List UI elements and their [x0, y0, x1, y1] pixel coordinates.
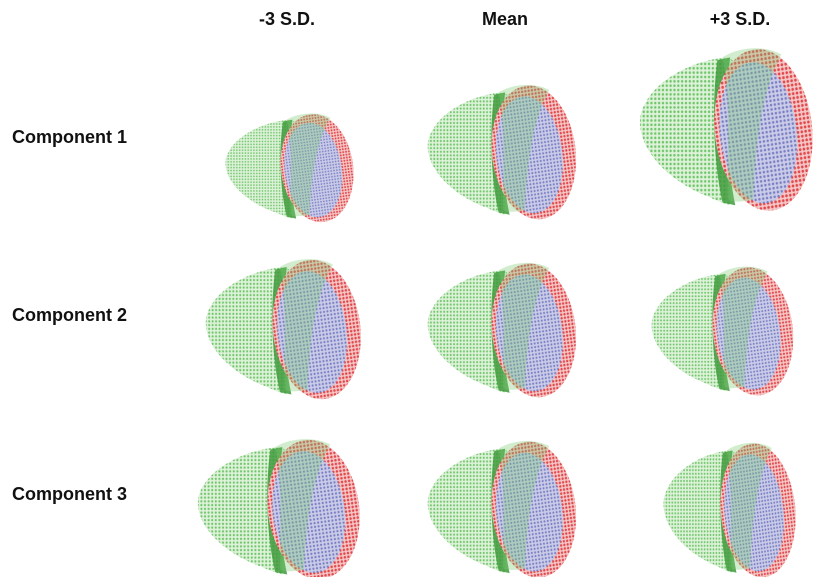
row-label: Component 1 — [12, 127, 127, 147]
heart-shape — [428, 80, 584, 226]
heart-shape — [664, 438, 803, 577]
heart-shape — [206, 254, 369, 406]
row-label: Component 3 — [12, 484, 127, 504]
heart-shape — [225, 109, 360, 227]
figure: -3 S.D. Mean +3 S.D. Component 1 Compone… — [0, 0, 817, 577]
column-header: -3 S.D. — [259, 9, 315, 29]
heart-shape — [640, 42, 817, 218]
column-header: +3 S.D. — [710, 9, 771, 29]
heart-shape — [652, 261, 801, 401]
column-header: Mean — [482, 9, 528, 29]
heart-shape — [198, 434, 368, 577]
row-label: Component 2 — [12, 305, 127, 325]
heart-shape — [428, 258, 584, 404]
heart-shape — [428, 436, 584, 577]
